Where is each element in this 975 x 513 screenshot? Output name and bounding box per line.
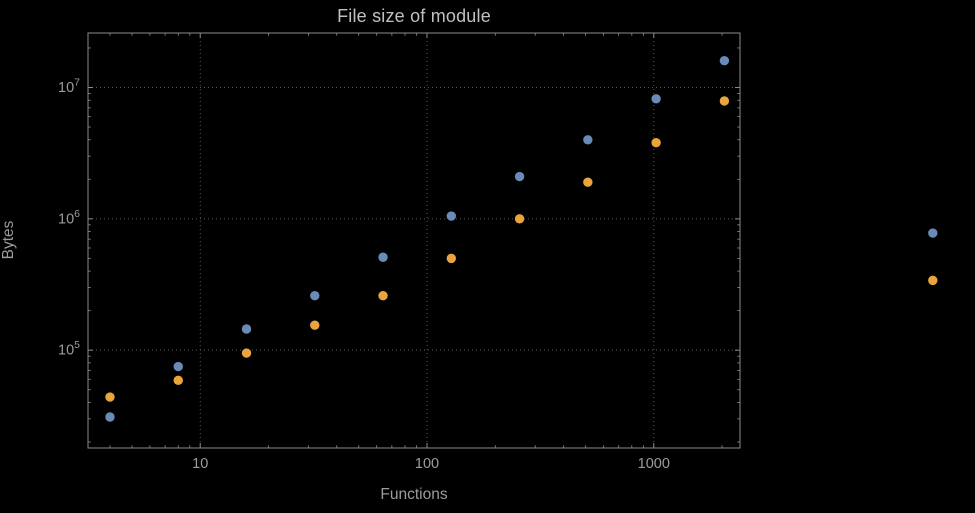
- data-point-series-2: [310, 320, 320, 330]
- data-point-series-2: [719, 96, 730, 106]
- data-point-series-2: [378, 290, 388, 301]
- data-point-series-1: [105, 412, 115, 422]
- data-point-series-1: [583, 135, 593, 145]
- data-point-series-1: [719, 55, 730, 66]
- data-point-series-1: [446, 211, 457, 221]
- data-point-series-2: [446, 253, 457, 264]
- data-point-series-1: [378, 252, 388, 262]
- x-tick-label: 10: [192, 456, 208, 472]
- data-point-series-1: [651, 94, 661, 104]
- data-point-series-1: [241, 324, 252, 334]
- data-point-series-1: [928, 228, 938, 238]
- chart-title: File size of module: [337, 6, 491, 26]
- data-point-series-1: [514, 171, 525, 182]
- x-tick-label: 1000: [638, 456, 670, 472]
- plot-frame: [87, 32, 741, 449]
- x-axis-label: Functions: [380, 486, 448, 503]
- y-tick-label: 106: [58, 208, 80, 228]
- data-point-series-2: [105, 392, 115, 402]
- data-point-series-1: [310, 290, 320, 301]
- data-point-series-2: [514, 214, 525, 224]
- data-point-series-2: [173, 375, 183, 385]
- y-tick-label: 105: [58, 339, 80, 359]
- x-tick-label: 100: [415, 456, 439, 472]
- y-tick-label: 107: [58, 77, 80, 97]
- data-point-series-1: [173, 361, 183, 372]
- data-point-series-2: [928, 275, 938, 286]
- data-point-series-2: [651, 137, 661, 148]
- data-point-series-2: [583, 177, 593, 187]
- data-point-series-2: [241, 348, 252, 358]
